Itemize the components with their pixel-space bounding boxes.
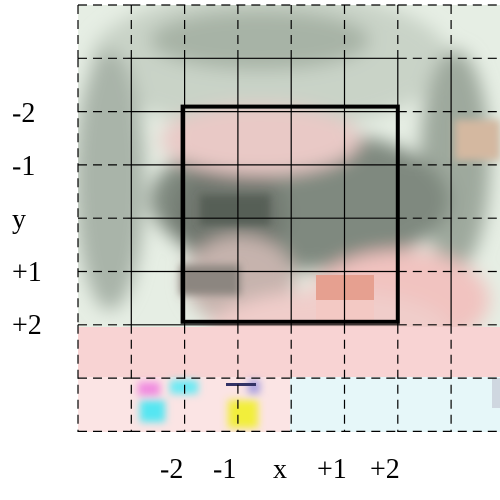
y-axis-label-plus-2: +2 xyxy=(12,310,42,341)
pixel-noise-edge xyxy=(492,378,500,408)
x-axis-label-x: x xyxy=(273,454,287,485)
y-axis-label-plus-1: +1 xyxy=(12,257,42,288)
x-axis-label-minus-1: -1 xyxy=(213,454,237,485)
x-axis-label-plus-2: +2 xyxy=(370,454,400,485)
pixel-noise xyxy=(226,383,256,386)
pink-strip xyxy=(78,327,500,377)
y-axis-label-minus-2: -2 xyxy=(12,98,36,129)
pixelated-face-image xyxy=(78,5,500,432)
y-axis-label-minus-1: -1 xyxy=(12,151,36,182)
light-cyan-strip xyxy=(290,377,500,432)
y-axis-label-y: y xyxy=(12,204,26,235)
x-axis-label-plus-1: +1 xyxy=(317,454,347,485)
highlight-box xyxy=(180,104,400,324)
x-axis-label-minus-2: -2 xyxy=(160,454,184,485)
